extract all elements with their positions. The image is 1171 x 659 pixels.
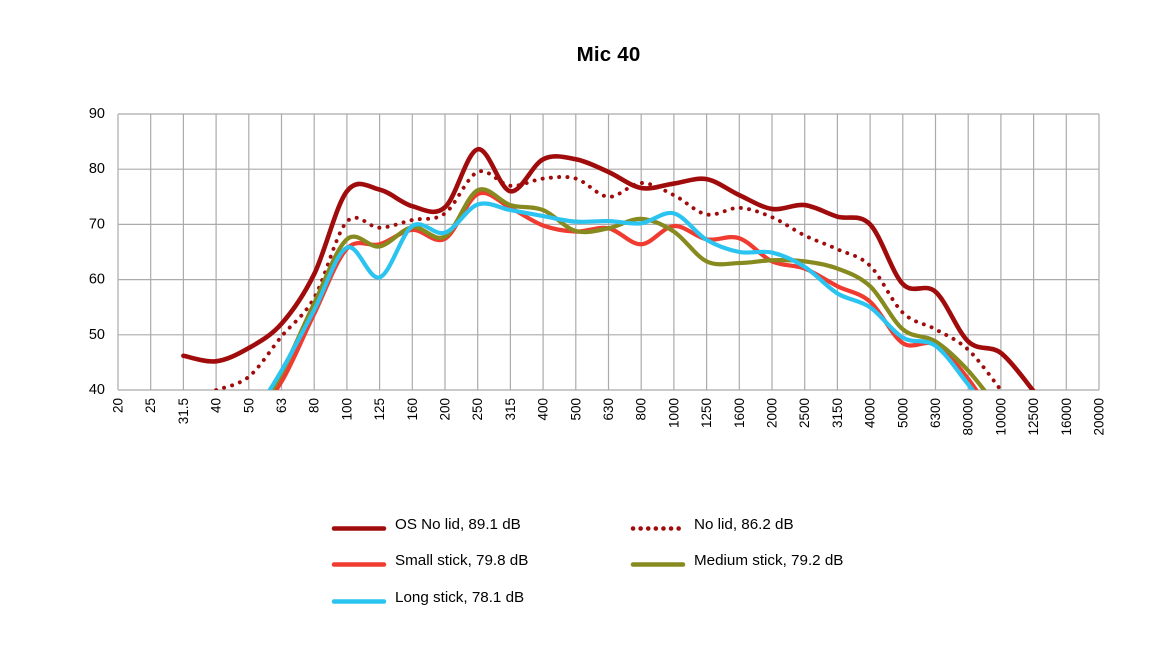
svg-text:800: 800 (634, 398, 649, 421)
svg-text:315: 315 (503, 398, 518, 421)
svg-text:250: 250 (470, 398, 485, 421)
legend-label: Medium stick, 79.2 dB (694, 552, 844, 569)
legend-label: Small stick, 79.8 dB (395, 552, 529, 569)
svg-text:5000: 5000 (895, 398, 910, 428)
legend-line-sample-dotted (630, 520, 686, 531)
svg-text:2000: 2000 (765, 398, 780, 428)
svg-text:50: 50 (241, 398, 256, 413)
svg-text:16000: 16000 (1059, 398, 1074, 436)
svg-text:60: 60 (89, 272, 105, 288)
svg-text:6300: 6300 (928, 398, 943, 428)
svg-text:10000: 10000 (993, 398, 1008, 436)
svg-text:3150: 3150 (830, 398, 845, 428)
svg-text:4000: 4000 (863, 398, 878, 428)
svg-text:31.5: 31.5 (176, 398, 191, 424)
svg-text:25: 25 (143, 398, 158, 413)
legend-line-sample-solid (331, 593, 387, 604)
svg-text:125: 125 (372, 398, 387, 421)
chart-title: Mic 40 (576, 43, 641, 66)
legend-label: Long stick, 78.1 dB (395, 588, 525, 606)
legend-item-no-lid: No lid, 86.2 dB (630, 512, 929, 536)
legend-line-sample-solid (630, 556, 686, 567)
svg-text:70: 70 (89, 216, 105, 232)
svg-text:500: 500 (568, 398, 583, 421)
legend-line-sample-solid (331, 556, 387, 567)
svg-text:40: 40 (209, 398, 224, 413)
svg-text:40: 40 (89, 382, 105, 398)
legend-item-long-stick: Long stick, 78.1 dB (331, 585, 630, 609)
svg-text:1600: 1600 (732, 398, 747, 428)
svg-text:400: 400 (536, 398, 551, 421)
svg-text:20: 20 (111, 398, 126, 413)
svg-text:80: 80 (89, 161, 105, 177)
svg-text:50: 50 (89, 327, 105, 343)
svg-text:80: 80 (307, 398, 322, 413)
legend-item-medium-stick: Medium stick, 79.2 dB (630, 549, 929, 573)
legend-label: OS No lid, 89.1 dB (395, 515, 521, 533)
svg-text:2500: 2500 (797, 398, 812, 428)
svg-text:90: 90 (89, 106, 105, 122)
svg-text:1250: 1250 (699, 398, 714, 428)
svg-text:12500: 12500 (1026, 398, 1041, 436)
svg-text:63: 63 (274, 398, 289, 413)
legend-item-os-no-lid: OS No lid, 89.1 dB (331, 512, 630, 536)
svg-text:1000: 1000 (666, 398, 681, 428)
legend-label: No lid, 86.2 dB (694, 515, 794, 533)
svg-text:160: 160 (405, 398, 420, 421)
svg-text:630: 630 (601, 398, 616, 421)
svg-text:80000: 80000 (961, 398, 976, 436)
legend: OS No lid, 89.1 dB No lid, 86.2 dB Small… (331, 512, 929, 609)
svg-text:20000: 20000 (1092, 398, 1107, 436)
svg-text:200: 200 (438, 398, 453, 421)
legend-line-sample-solid (331, 520, 387, 531)
svg-text:100: 100 (339, 398, 354, 421)
legend-item-small-stick: Small stick, 79.8 dB (331, 549, 630, 573)
